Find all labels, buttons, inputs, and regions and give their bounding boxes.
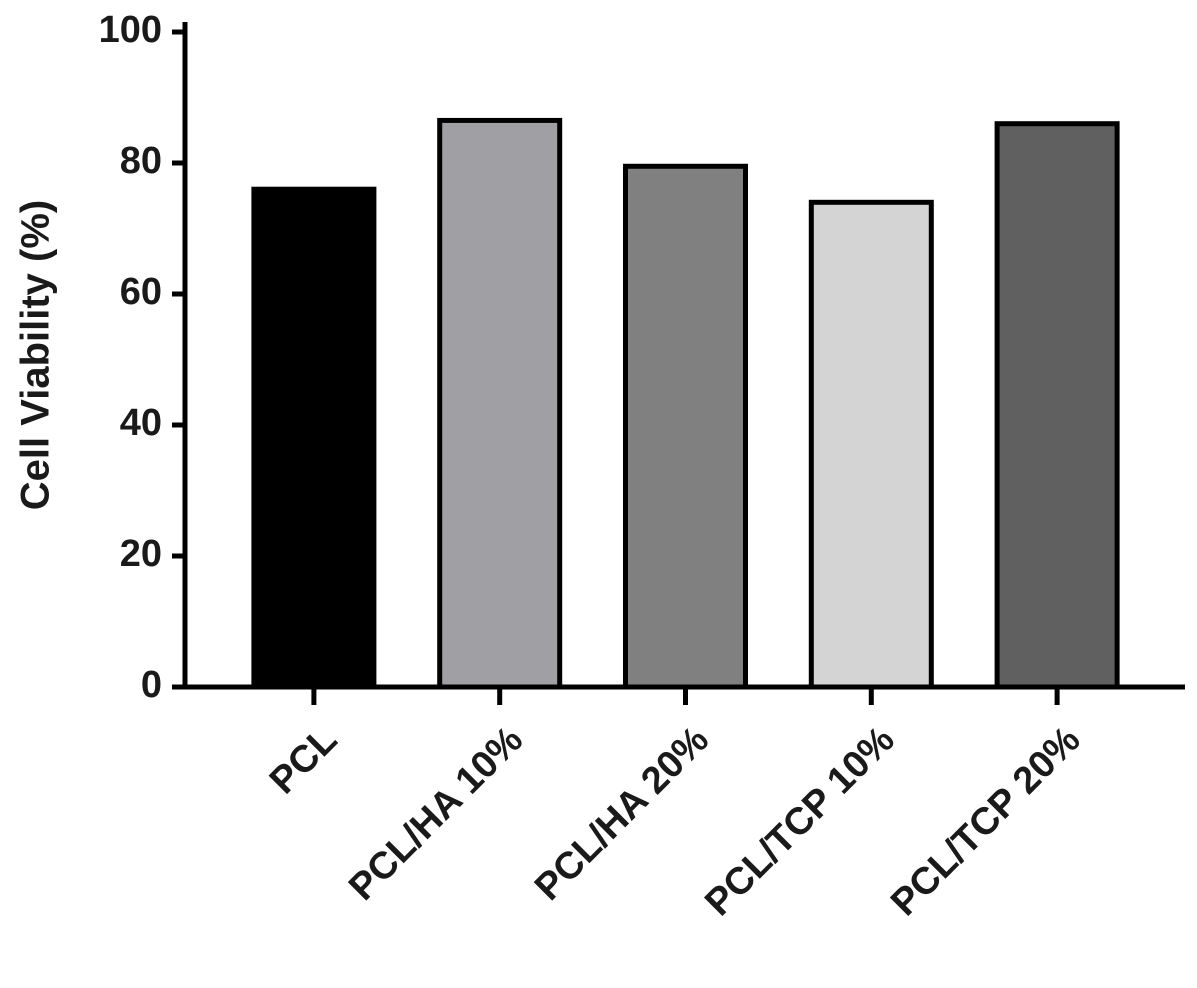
x-tick-label: PCL/TCP 10%	[697, 719, 902, 924]
y-tick-label: 0	[141, 664, 162, 706]
bar	[251, 186, 377, 690]
x-tick-label: PCL/HA 10%	[341, 719, 531, 909]
x-tick-label: PCL/HA 20%	[527, 719, 717, 909]
bar	[437, 117, 563, 690]
bar	[994, 121, 1120, 690]
bar	[808, 199, 934, 690]
y-tick-label: 20	[120, 533, 162, 575]
x-tick-label: PCL/TCP 20%	[883, 719, 1088, 924]
y-tick-label: 40	[120, 402, 162, 444]
y-tick-label: 100	[99, 9, 162, 51]
y-axis-title: Cell Viability (%)	[14, 200, 58, 510]
bar	[623, 163, 748, 690]
y-tick-label: 80	[120, 140, 162, 182]
x-tick-label: PCL	[262, 719, 345, 802]
y-tick-label: 60	[120, 271, 162, 313]
